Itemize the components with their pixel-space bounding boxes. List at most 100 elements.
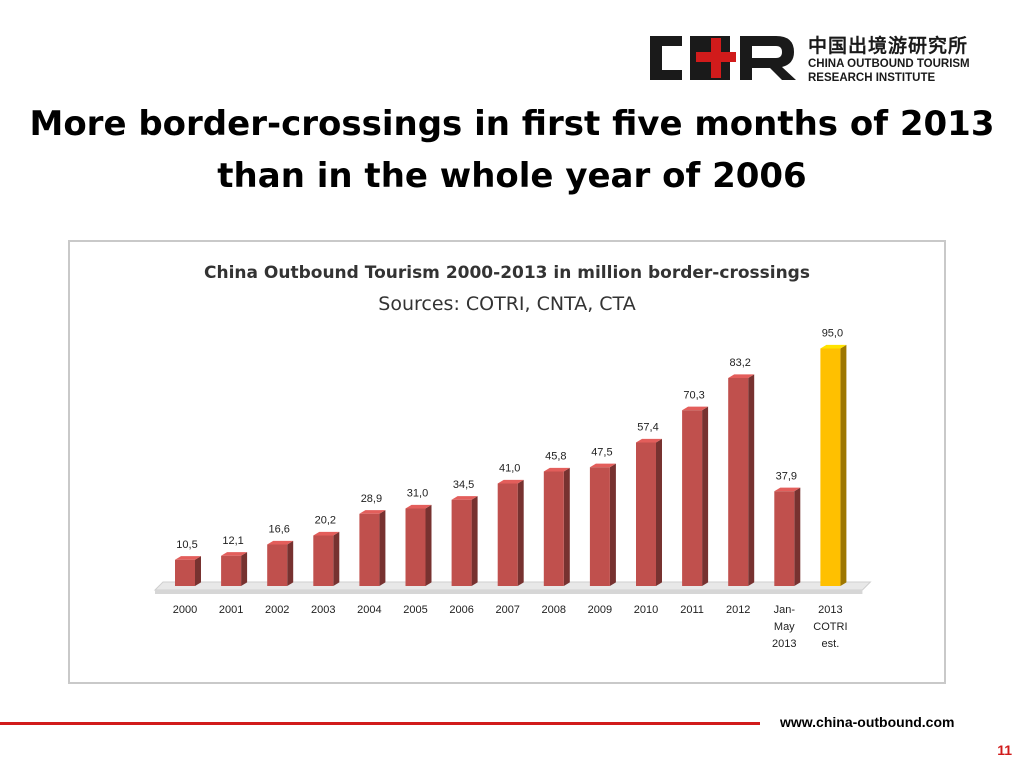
bar-1 — [221, 552, 248, 586]
x-tick-label-7: 2007 — [495, 604, 519, 616]
bar-top — [313, 531, 340, 536]
bar-value-label-8: 45,8 — [545, 451, 566, 463]
bar-front — [820, 348, 841, 586]
bar-9 — [589, 463, 616, 586]
bar-side — [794, 487, 801, 586]
bar-side — [287, 540, 294, 586]
bar-2 — [267, 540, 294, 586]
x-tick-label-4: 2004 — [357, 604, 381, 616]
bar-side — [333, 531, 340, 586]
bar-top — [405, 504, 432, 509]
bar-side — [425, 504, 432, 586]
footer-divider — [0, 722, 760, 725]
x-tick-label-9: 2009 — [588, 604, 612, 616]
x-tick-label-13-line-2: 2013 — [772, 638, 796, 650]
x-tick-label-13-line-1: May — [774, 621, 795, 633]
x-tick-label-10: 2010 — [634, 604, 658, 616]
bar-side — [609, 463, 616, 586]
bar-top — [820, 344, 847, 349]
bar-front — [405, 508, 426, 586]
chart-title: China Outbound Tourism 2000-2013 in mill… — [204, 263, 810, 283]
bar-value-label-9: 47,5 — [591, 446, 612, 458]
chart-floor-edge — [155, 590, 863, 594]
bar-top — [682, 406, 709, 411]
bar-0 — [175, 556, 201, 586]
logo-english-line-1: CHINA OUTBOUND TOURISM — [808, 58, 970, 70]
bar-top — [543, 467, 570, 472]
bar-top — [175, 556, 201, 560]
footer-url: www.china-outbound.com — [780, 714, 955, 730]
bar-value-label-0: 10,5 — [176, 539, 197, 551]
bar-4 — [359, 510, 386, 586]
x-tick-label-2: 2002 — [265, 604, 289, 616]
chart-subtitle: Sources: COTRI, CNTA, CTA — [378, 293, 635, 315]
bar-top — [497, 479, 524, 484]
bar-side — [840, 344, 847, 586]
x-tick-label-0: 2000 — [173, 604, 197, 616]
bar-front — [175, 559, 195, 586]
bar-value-label-13: 37,9 — [776, 470, 797, 482]
bar-7 — [497, 479, 524, 586]
x-tick-label-6: 2006 — [449, 604, 473, 616]
x-tick-label-8: 2008 — [542, 604, 566, 616]
bar-value-label-7: 41,0 — [499, 463, 520, 475]
bar-front — [359, 513, 380, 586]
bar-side — [241, 552, 248, 586]
x-tick-label-5: 2005 — [403, 604, 427, 616]
logo-chinese-name: 中国出境游研究所 — [808, 35, 969, 57]
chart-frame: China Outbound Tourism 2000-2013 in mill… — [68, 240, 946, 684]
bar-front — [497, 483, 518, 586]
bar-front — [451, 499, 472, 586]
bar-value-label-6: 34,5 — [453, 479, 474, 491]
bar-side — [517, 479, 524, 586]
bar-14 — [820, 344, 847, 586]
x-tick-label-14-line-1: COTRI — [813, 621, 847, 633]
bar-side — [748, 374, 755, 586]
bar-side — [471, 496, 478, 586]
x-tick-label-14-line-2: est. — [822, 638, 840, 650]
bar-11 — [682, 406, 709, 586]
bar-front — [682, 410, 703, 586]
bar-value-label-4: 28,9 — [361, 493, 382, 505]
x-tick-label-13-line-0: Jan- — [774, 604, 796, 616]
logo-english-line-2: RESEARCH INSTITUTE — [808, 72, 936, 84]
cotri-logo: 中国出境游研究所 CHINA OUTBOUND TOURISM RESEARCH… — [648, 30, 1008, 90]
x-tick-label-11: 2011 — [680, 604, 704, 616]
bar-top — [774, 487, 801, 492]
bar-top — [359, 510, 386, 514]
bar-front — [728, 378, 749, 586]
bar-front — [774, 491, 795, 586]
bar-front — [313, 535, 334, 586]
cotri-logo-mark — [650, 36, 796, 80]
bar-top — [221, 552, 248, 556]
bar-12 — [728, 374, 755, 586]
page-number: 11 — [997, 742, 1012, 758]
bar-front — [267, 544, 288, 586]
bar-value-label-14: 95,0 — [822, 328, 843, 340]
bar-value-label-10: 57,4 — [637, 422, 658, 434]
bar-top — [728, 374, 755, 378]
bar-side — [379, 510, 386, 586]
bar-value-label-12: 83,2 — [729, 357, 750, 369]
bar-5 — [405, 504, 432, 586]
slide-title: More border-crossings in first five mont… — [29, 104, 995, 196]
bar-front — [636, 442, 656, 586]
bar-value-label-3: 20,2 — [315, 515, 336, 527]
bar-6 — [451, 496, 478, 586]
x-tick-label-14-line-0: 2013 — [818, 604, 842, 616]
bar-side — [195, 556, 201, 586]
bar-side — [702, 406, 709, 586]
bar-front — [589, 467, 610, 586]
bar-value-label-2: 16,6 — [268, 524, 289, 536]
bar-side — [563, 467, 570, 586]
bar-chart: China Outbound Tourism 2000-2013 in mill… — [153, 263, 872, 650]
x-tick-label-12: 2012 — [726, 604, 750, 616]
bar-3 — [313, 531, 340, 586]
bar-front — [221, 555, 242, 586]
bar-top — [267, 540, 294, 545]
bar-top — [636, 438, 662, 443]
bar-front — [543, 471, 564, 586]
bar-8 — [543, 467, 570, 586]
bar-10 — [636, 438, 662, 586]
bar-value-label-1: 12,1 — [222, 535, 243, 547]
